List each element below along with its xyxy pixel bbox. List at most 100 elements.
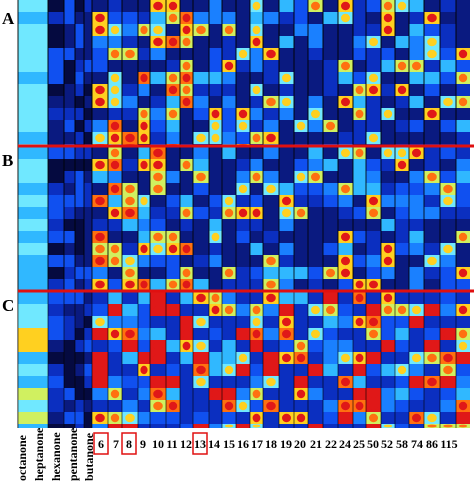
heat-cell xyxy=(75,0,84,12)
heat-spot xyxy=(125,133,135,143)
heat-spot xyxy=(153,37,163,47)
heat-cell xyxy=(263,388,279,400)
heat-cell xyxy=(75,207,84,219)
heat-cell xyxy=(308,231,323,243)
heat-cell xyxy=(294,364,308,376)
heat-cell xyxy=(84,12,92,24)
heat-spot xyxy=(311,365,320,375)
heat-cell xyxy=(294,267,308,279)
heat-cell xyxy=(108,195,122,207)
heat-cell xyxy=(308,147,323,159)
heat-cell xyxy=(395,219,409,231)
heat-cell xyxy=(294,159,308,171)
heat-spot xyxy=(282,329,291,339)
heat-cell xyxy=(263,267,279,279)
heat-cell xyxy=(122,36,138,48)
heat-cell xyxy=(323,108,338,120)
heat-cell xyxy=(222,316,236,328)
heat-cell xyxy=(381,72,395,84)
heat-spot xyxy=(427,353,437,363)
heat-cell xyxy=(122,364,138,376)
heat-cell xyxy=(84,316,92,328)
column-label: 16 xyxy=(237,437,249,451)
heat-cell xyxy=(409,0,424,12)
heat-spot xyxy=(383,13,393,23)
heat-spot xyxy=(140,196,148,206)
heat-cell xyxy=(294,195,308,207)
heat-spot xyxy=(458,401,468,411)
heat-cell xyxy=(84,60,92,72)
heat-cell xyxy=(84,120,92,132)
heat-cell xyxy=(353,328,366,340)
heat-spot xyxy=(110,85,120,95)
heat-cell xyxy=(353,267,366,279)
heat-spot xyxy=(168,85,178,95)
heat-cell xyxy=(323,243,338,255)
heat-cell xyxy=(353,207,366,219)
heat-cell xyxy=(263,72,279,84)
heat-cell xyxy=(294,231,308,243)
heat-cell xyxy=(395,195,409,207)
heat-cell xyxy=(366,183,381,195)
heat-spot xyxy=(153,389,163,399)
heat-cell xyxy=(323,183,338,195)
heat-cell xyxy=(64,36,75,48)
heat-cell xyxy=(166,48,180,60)
heat-cell xyxy=(424,219,440,231)
heat-cell xyxy=(308,72,323,84)
heat-cell xyxy=(353,304,366,316)
heat-cell xyxy=(150,316,166,328)
heat-cell xyxy=(440,12,456,24)
heat-spot xyxy=(341,184,350,194)
heat-cell xyxy=(279,171,294,183)
heat-cell xyxy=(424,243,440,255)
heat-cell xyxy=(18,159,48,171)
heat-spot xyxy=(355,365,364,375)
heat-spot xyxy=(326,305,335,315)
heat-spot xyxy=(369,424,378,428)
heat-cell xyxy=(166,412,180,424)
heat-spot xyxy=(110,97,120,107)
heat-cell xyxy=(84,279,92,290)
heat-cell xyxy=(366,255,381,267)
heat-cell xyxy=(381,267,395,279)
heat-cell xyxy=(222,171,236,183)
heat-spot xyxy=(397,148,407,158)
heat-spot xyxy=(443,365,453,375)
heat-cell xyxy=(424,292,440,304)
heat-spot xyxy=(369,305,378,315)
heat-cell xyxy=(323,24,338,36)
heat-spot xyxy=(182,268,191,278)
heat-spot xyxy=(296,353,306,363)
heat-cell xyxy=(48,0,64,12)
heat-spot xyxy=(224,208,234,218)
heat-cell xyxy=(440,72,456,84)
heat-cell xyxy=(150,84,166,96)
heat-cell xyxy=(180,0,193,12)
heat-spot xyxy=(427,13,437,23)
heat-spot xyxy=(182,317,191,327)
heat-cell xyxy=(84,84,92,96)
heat-cell xyxy=(250,108,263,120)
heat-cell xyxy=(250,72,263,84)
column-label: 12 xyxy=(180,437,192,451)
heat-cell xyxy=(236,0,250,12)
heat-spot xyxy=(369,317,378,327)
heat-cell xyxy=(180,120,193,132)
heat-spot xyxy=(153,244,163,254)
heat-cell xyxy=(18,96,48,108)
heat-cell xyxy=(222,132,236,144)
heat-cell xyxy=(424,84,440,96)
heat-spot xyxy=(95,413,105,423)
heat-cell xyxy=(279,84,294,96)
heat-cell xyxy=(236,412,250,424)
heat-cell xyxy=(193,0,209,12)
heat-cell xyxy=(323,171,338,183)
heat-cell xyxy=(424,120,440,132)
heat-spot xyxy=(282,208,291,218)
heat-cell xyxy=(166,292,180,304)
column-label: 19 xyxy=(280,437,292,451)
column-label: 52 xyxy=(381,437,393,451)
heat-spot xyxy=(95,196,105,206)
heat-spot xyxy=(224,389,234,399)
